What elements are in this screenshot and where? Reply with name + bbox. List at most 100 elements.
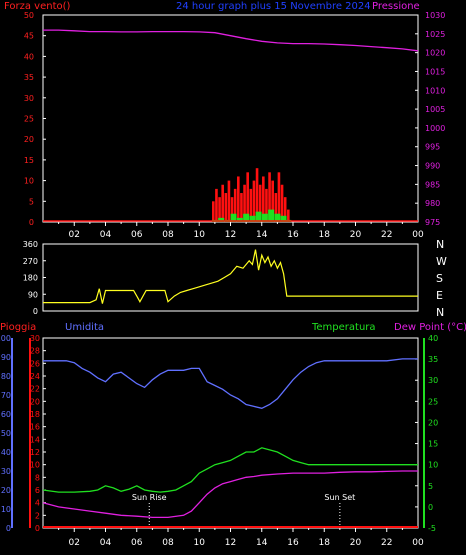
temperature-axis-label: 20 [428, 418, 438, 427]
rain-axis-label: 18 [30, 410, 40, 419]
pressure-axis-label: 975 [425, 218, 440, 227]
gust-bar [221, 184, 224, 222]
wind-panel-hour-label: 02 [69, 230, 80, 240]
rain-axis-label: 14 [30, 435, 40, 444]
wind-axis-label: 30 [24, 94, 34, 103]
humidity-panel-hour-label: 06 [131, 538, 143, 548]
humidity-axis-label: 90 [1, 353, 11, 362]
direction-axis-label: 270 [23, 257, 38, 266]
wind-axis-label: 0 [29, 218, 34, 227]
gust-bar [280, 184, 284, 222]
humidity-panel-hour-label: 20 [350, 538, 362, 548]
gust-bar [227, 180, 231, 222]
wind-panel-hour-label: 20 [350, 230, 362, 240]
humidity-axis-label: 50 [1, 429, 11, 438]
rain-axis-label: 6 [35, 486, 40, 495]
humidity-panel-hour-label: 16 [287, 538, 299, 548]
temperature-axis-label: 35 [428, 355, 438, 364]
humidity-panel-hour-label: 08 [162, 538, 174, 548]
wind-avg-bar [274, 213, 281, 222]
rain-axis-label: 0 [35, 524, 40, 533]
temperature-axis-label: 10 [428, 461, 438, 470]
wind-panel-hour-label: 16 [287, 230, 299, 240]
chart-title: 24 hour graph plus 15 Novembre 2024 [176, 1, 371, 12]
wind-avg-bar [230, 213, 237, 222]
gust-bar [283, 197, 287, 222]
humidity-axis-label: 80 [1, 372, 11, 381]
wind-panel-hour-label: 08 [162, 230, 174, 240]
sun-rise-label: Sun Rise [132, 493, 167, 502]
pressure-axis-label: 985 [425, 180, 440, 189]
pressure-axis-label: 1005 [425, 105, 445, 114]
gust-bar [258, 184, 262, 222]
wind-axis-label: 45 [24, 32, 34, 41]
gust-bar [252, 180, 256, 222]
rain-axis-label: 2 [35, 511, 40, 520]
wind-axis-label: 25 [24, 115, 34, 124]
rain-axis-label: 30 [30, 334, 40, 343]
pressure-axis-label: 1000 [425, 124, 445, 133]
wind-avg-bar [268, 209, 275, 222]
wind-avg-bar [261, 213, 268, 222]
gust-bar [255, 168, 259, 222]
humidity-line [43, 358, 418, 409]
direction-letter: N [436, 238, 444, 251]
direction-axis-label: 180 [23, 274, 38, 283]
header-wind-label: Forza vento() [4, 1, 71, 12]
humidity-panel-hour-label: 18 [319, 538, 331, 548]
wind-panel-hour-label: 04 [100, 230, 112, 240]
pressure-axis-label: 990 [425, 162, 440, 171]
wind-axis-label: 40 [24, 52, 34, 61]
wind-panel-hour-label: 12 [225, 230, 236, 240]
wind-avg-bar [255, 211, 262, 222]
wind-panel-hour-label: 22 [381, 230, 392, 240]
gust-bar [215, 188, 218, 222]
temperature-axis-label: 0 [428, 503, 433, 512]
gust-bar [212, 201, 215, 222]
direction-line [43, 249, 418, 304]
direction-letter: N [436, 306, 444, 319]
pressure-axis-label: 1025 [425, 30, 445, 39]
rain-axis-label: 16 [30, 423, 40, 432]
humidity-axis-label: 30 [1, 467, 11, 476]
humidity-panel-hour-label: 04 [100, 538, 112, 548]
temperature-axis-label: -5 [428, 524, 436, 533]
pressure-line [43, 29, 419, 52]
rain-axis-label: 22 [30, 385, 40, 394]
humidity-axis-label: 70 [1, 391, 11, 400]
humidity-axis-label: 60 [1, 410, 11, 419]
rain-label: Pioggia [0, 322, 36, 333]
gust-bar [224, 193, 228, 222]
gust-bar [268, 172, 271, 222]
gust-bar [246, 172, 249, 222]
gust-bar [240, 193, 243, 222]
wind-panel-hour-label: 14 [256, 230, 268, 240]
pressure-axis-label: 1020 [425, 49, 445, 58]
gust-bar [287, 209, 290, 222]
wind-axis-label: 5 [29, 197, 34, 206]
humidity-axis-label: 10 [1, 505, 11, 514]
temperature-axis-label: 25 [428, 397, 438, 406]
rain-axis-label: 26 [30, 359, 40, 368]
wind-axis-label: 35 [24, 73, 34, 82]
wind-avg-bar [280, 215, 287, 222]
pressure-axis-label: 980 [425, 199, 440, 208]
humidity-axis-label: 100 [0, 334, 11, 343]
rain-axis-label: 12 [30, 448, 40, 457]
humidity-axis-label: 20 [1, 486, 11, 495]
pressure-axis-label: 995 [425, 143, 440, 152]
direction-axis-label: 360 [23, 240, 38, 249]
gust-bar [262, 176, 265, 222]
gust-bar [277, 172, 281, 222]
humidity-frame [42, 337, 419, 529]
humidity-axis-label: 0 [6, 524, 11, 533]
humidity-panel-hour-label: 12 [225, 538, 236, 548]
wind-axis-label: 10 [24, 177, 34, 186]
temperature-line [42, 447, 418, 493]
temperature-label: Temperatura [311, 322, 376, 333]
rain-axis-label: 28 [30, 347, 40, 356]
humidity-panel-hour-label: 02 [69, 538, 80, 548]
gust-bar [218, 197, 221, 222]
temperature-axis-label: 5 [428, 482, 433, 491]
dew-point-label: Dew Point (°C) [394, 322, 466, 333]
